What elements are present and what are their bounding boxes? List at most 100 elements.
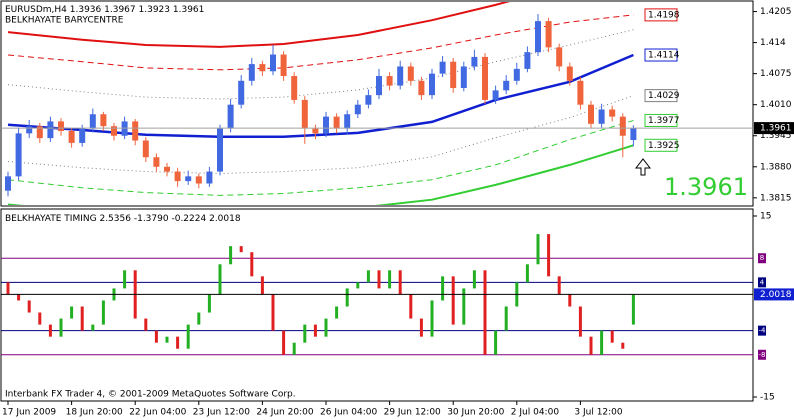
- candle-body: [471, 56, 478, 67]
- candle-body: [524, 52, 531, 69]
- candle-body: [153, 157, 160, 167]
- price-label: 1.3961: [760, 124, 792, 134]
- candle-body: [111, 126, 117, 136]
- band-label: 1.3925: [648, 141, 680, 151]
- level-label: 8: [760, 254, 764, 262]
- timing-bar: [419, 318, 423, 337]
- timing-bar: [176, 336, 180, 349]
- candle-body: [142, 140, 149, 158]
- timing-bar: [154, 330, 158, 343]
- value-label: 2.0018: [760, 290, 792, 300]
- timing-bar: [398, 270, 402, 295]
- timing-bar: [451, 276, 455, 325]
- timing-bar: [462, 288, 466, 325]
- y-tick-label: 1.4075: [760, 69, 792, 79]
- timing-bar: [377, 270, 381, 289]
- timing-bar: [144, 318, 148, 331]
- candle-body: [164, 166, 170, 172]
- timing-bar: [525, 264, 529, 283]
- candle-body: [566, 66, 573, 81]
- timing-panel: [0, 208, 754, 402]
- price-box: [754, 122, 794, 135]
- candle-body: [619, 116, 626, 136]
- band-label: 1.4114: [648, 51, 680, 61]
- x-tick-label: 23 Jun 12:00: [193, 408, 250, 418]
- band-label-box: [644, 113, 678, 127]
- candle-body: [460, 66, 467, 88]
- timing-bar: [48, 324, 52, 337]
- timing-bar: [250, 252, 254, 277]
- level-box: [758, 277, 766, 288]
- main-plot: [1, 2, 753, 205]
- footer: Interbank FX Trader 4, © 2001-2009 MetaQ…: [5, 390, 296, 400]
- ohlc-close: 1.3961: [173, 5, 205, 15]
- band-label: 1.4198: [648, 10, 680, 20]
- timing-bar: [197, 312, 201, 325]
- band-label-box: [644, 8, 678, 22]
- timing-bar: [430, 300, 434, 337]
- x-tick-label: 29 Jun 12:00: [384, 408, 441, 418]
- arrow-icon: [634, 158, 652, 176]
- candle-body: [26, 126, 33, 134]
- overlay: 1.4205 1.414 1.4075 1.4010 1.3945 1.3880 1.381…: [2, 7, 794, 418]
- band-label-box: [644, 89, 678, 103]
- candle-body: [312, 128, 319, 134]
- timing-bar: [80, 306, 84, 331]
- candle-body: [47, 121, 54, 139]
- candle-body: [407, 66, 414, 81]
- candle-body: [206, 171, 213, 184]
- x-tick-label: 26 Jun 04:00: [320, 408, 377, 418]
- level-box: [758, 349, 766, 360]
- x-tick-label: 3 Jul 12:00: [574, 408, 623, 418]
- timing-bar: [409, 294, 413, 319]
- ohlc-open: 1.3936: [70, 5, 102, 15]
- band-line: [7, 120, 634, 196]
- timing-bar: [218, 264, 222, 295]
- y-tick-label: 1.4010: [760, 100, 792, 110]
- candle-body: [492, 90, 499, 100]
- timing-value: -1.3790: [134, 214, 169, 224]
- timing-bar: [578, 306, 582, 337]
- candle-body: [174, 171, 181, 182]
- timing-bar: [303, 324, 307, 343]
- candle-body: [397, 66, 404, 86]
- timing-plot: [1, 234, 753, 356]
- timing-value: 2.0018: [209, 214, 241, 224]
- band-line: [7, 2, 511, 48]
- timing-bar: [600, 330, 604, 355]
- timing-bar: [38, 312, 42, 325]
- y-tick-label: 1.414: [760, 38, 786, 48]
- candle-body: [79, 128, 86, 143]
- main-panel: [0, 0, 754, 207]
- timing-bar: [483, 270, 487, 355]
- timing-bar: [631, 294, 635, 325]
- candle-body: [545, 21, 552, 48]
- y-tick-label: -15: [760, 393, 775, 403]
- candle-body: [280, 54, 287, 77]
- timing-title: BELKHAYATE TIMING: [5, 214, 97, 224]
- ohlc-high: 1.3967: [104, 5, 136, 15]
- candle-body: [344, 114, 351, 129]
- timing-bar: [557, 276, 561, 295]
- symbol-header: EURUSDm,H4 1.3936 1.3967 1.3923 1.3961: [5, 5, 204, 15]
- candle-body: [429, 73, 435, 96]
- timing-bar: [123, 270, 127, 289]
- timing-bar: [388, 270, 392, 289]
- level-box: [758, 325, 766, 336]
- timing-bar: [472, 270, 476, 289]
- timing-bar: [6, 282, 10, 295]
- candle-body: [132, 121, 139, 141]
- timing-bar: [536, 234, 540, 265]
- timing-bar: [282, 330, 286, 355]
- candle-body: [333, 116, 340, 129]
- timing-bar: [610, 330, 614, 343]
- timing-bar: [356, 282, 360, 289]
- y-tick-label: 1.3815: [760, 193, 792, 203]
- timing-bar: [441, 276, 445, 301]
- timing-bar: [207, 294, 211, 313]
- candle-body: [354, 104, 361, 115]
- x-tick-label: 2 Jul 04:00: [511, 408, 560, 418]
- timing-bar: [27, 300, 31, 313]
- candle-body: [439, 61, 446, 74]
